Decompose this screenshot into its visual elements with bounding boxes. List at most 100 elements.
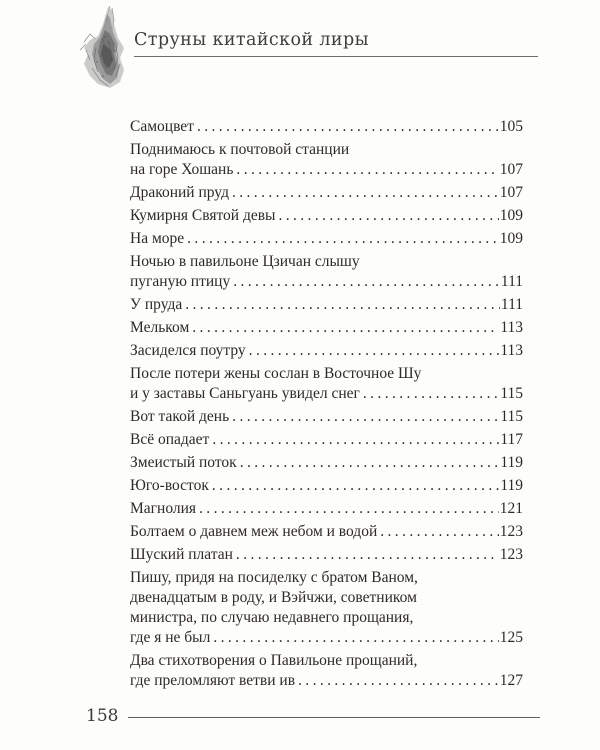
toc-entry-line: на горе Хошань 107 [130,160,523,180]
toc-entry-line: министра, по случаю недавнего прощания, [130,608,523,628]
toc-page-number: 111 [500,273,523,290]
footer-rule [128,717,540,718]
toc-entry-line: Магнолия 121 [130,499,523,519]
toc-entry-title: двенадцатым в роду, и Вэйчжи, советником [130,589,417,606]
toc-entry: У пруда 111 [130,295,523,315]
toc-entry-line: На море 109 [130,229,523,249]
toc-entry-line: где преломляют ветви ив 127 [130,671,523,691]
toc-page-number: 123 [499,546,523,563]
toc-entry-line: Самоцвет 105 [130,117,523,137]
toc-entry: Кумирня Святой девы 109 [130,206,523,226]
toc-entry-title: Два стихотворения о Павильоне прощаний, [130,652,418,669]
toc-entry: Змеистый поток 119 [130,453,523,473]
toc-entry: Вот такой день 115 [130,407,523,427]
toc-entry-title: министра, по случаю недавнего прощания, [130,609,414,626]
toc-page-number: 117 [500,431,523,448]
toc-page-number: 115 [500,408,523,425]
dot-leader [233,272,500,292]
toc-entry: На море 109 [130,229,523,249]
toc-entry-title: Юго-восток [130,477,209,494]
toc-entry-line: Ночью в павильоне Цзичан слышу [130,252,523,272]
toc-entry-title: Болтаем о давнем меж небом и водой [130,523,378,540]
toc-entry-line: Два стихотворения о Павильоне прощаний, [130,651,523,671]
toc-list: Самоцвет 105 Поднимаюсь к почтовой станции… [0,0,600,694]
toc-entry-title: Засиделся поутру [130,342,246,359]
chinese-figurine-engraving-icon [72,4,142,94]
dot-leader [187,229,499,249]
toc-entry-line: Драконий пруд 107 [130,183,523,203]
toc-entry: Магнолия 121 [130,499,523,519]
toc-entry-line: двенадцатым в роду, и Вэйчжи, советником [130,588,523,608]
toc-entry-line: и у заставы Саньгуань увидел снег 115 [130,384,523,404]
toc-entry: Мельком 113 [130,318,523,338]
dot-leader [213,628,498,648]
toc-entry-line: пуганую птицу 111 [130,272,523,292]
toc-page-number: 109 [499,230,523,247]
toc-page-number: 121 [499,500,523,517]
toc-entry: Драконий пруд 107 [130,183,523,203]
dot-leader [232,407,499,427]
toc-entry-line: Пишу, придя на посиделку с братом Ваном, [130,568,523,588]
toc-entry: Самоцвет 105 [130,117,523,137]
toc-entry: Поднимаюсь к почтовой станции на горе Хош… [130,140,523,180]
dot-leader [236,545,499,565]
toc-entry-line: Засиделся поутру 113 [130,341,523,361]
dot-leader [212,430,499,450]
toc-entry-line: Всё опадает 117 [130,430,523,450]
dot-leader [249,341,500,361]
dot-leader [363,384,499,404]
toc-entry-title: Змеистый поток [130,454,237,471]
toc-entry-line: Шуский платан 123 [130,545,523,565]
toc-page-number: 105 [499,118,523,135]
toc-entry-title: Вот такой день [130,408,230,425]
toc-entry-title: Магнолия [130,500,197,517]
toc-page-number: 115 [500,385,523,402]
toc-entry-line: Юго-восток 119 [130,476,523,496]
toc-entry: Засиделся поутру 113 [130,341,523,361]
toc-entry-line: Болтаем о давнем меж небом и водой 123 [130,522,523,542]
toc-entry-line: Поднимаюсь к почтовой станции [130,140,523,160]
toc-page-number: 107 [499,161,523,178]
toc-entry: После потери жены сослан в Восточное Шу и… [130,364,523,404]
dot-leader [232,183,499,203]
toc-entry-title: Ночью в павильоне Цзичан слышу [130,253,360,270]
toc-entry: Всё опадает 117 [130,430,523,450]
toc-entry-line: Вот такой день 115 [130,407,523,427]
toc-entry-line: После потери жены сослан в Восточное Шу [130,364,523,384]
toc-page-number: 119 [500,477,523,494]
toc-entry-line: где я не был 125 [130,628,523,648]
running-title: Струны китайской лиры [134,30,369,50]
toc-page-number: 123 [499,523,523,540]
dot-leader [278,206,498,226]
toc-entry-title: У пруда [130,296,183,313]
toc-entry-line: Змеистый поток 119 [130,453,523,473]
toc-page-number: 109 [499,207,523,224]
toc-entry-title: Шуский платан [130,546,233,563]
toc-entry-line: Мельком 113 [130,318,523,338]
dot-leader [185,295,500,315]
header-rule [134,56,538,57]
toc-entry-title: На море [130,230,185,247]
toc-entry-title: Драконий пруд [130,184,229,201]
toc-page-number: 113 [500,319,523,336]
dot-leader [236,160,498,180]
dot-leader [212,476,499,496]
toc-page-number: 111 [500,296,523,313]
dot-leader [192,318,499,338]
dot-leader [298,671,499,691]
toc-entry-title: и у заставы Саньгуань увидел снег [130,385,360,402]
toc-entry-title: После потери жены сослан в Восточное Шу [130,365,422,382]
toc-page-number: 119 [500,454,523,471]
folio-page-number: 158 [86,706,119,726]
toc-entry-title: на горе Хошань [130,161,234,178]
dot-leader [197,117,499,137]
toc-entry: Болтаем о давнем меж небом и водой 123 [130,522,523,542]
toc-page-number: 113 [500,342,523,359]
dot-leader [380,522,499,542]
toc-entry-title: где преломляют ветви ив [130,672,296,689]
toc-entry: Ночью в павильоне Цзичан слышу пуганую пт… [130,252,523,292]
dot-leader [199,499,499,519]
toc-entry: Пишу, придя на посиделку с братом Ваном,… [130,568,523,648]
toc-entry-line: Кумирня Святой девы 109 [130,206,523,226]
